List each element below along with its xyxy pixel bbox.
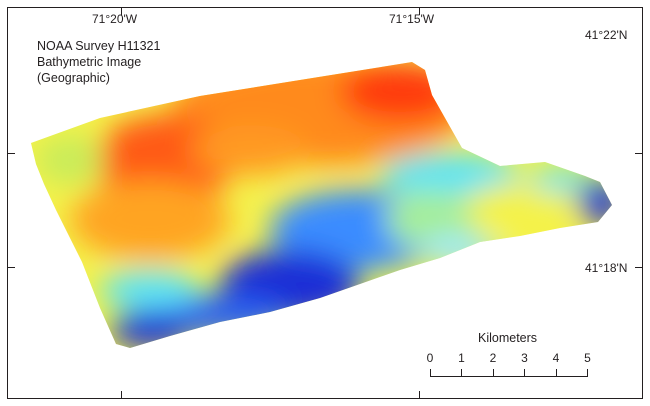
scale-bar-tick [461, 369, 462, 377]
scale-bar-tick [430, 369, 431, 377]
scale-bar-tick [587, 369, 588, 377]
bottom-tick-lon-right [419, 391, 420, 399]
lon-label-left: 71°20'W [92, 12, 138, 26]
scale-bar-tick [493, 369, 494, 377]
right-tick-lat-2 [635, 267, 643, 268]
scale-tick-label: 3 [521, 351, 528, 365]
left-tick-lat-2 [7, 267, 15, 268]
map-subtitle: Bathymetric Image [37, 55, 142, 69]
scale-tick-label: 4 [552, 351, 560, 365]
lat-label-bottom: 41°18'N [585, 261, 628, 275]
map-projection: (Geographic) [37, 71, 110, 85]
scale-bar-tick [556, 369, 557, 377]
scale-tick-label: 5 [584, 351, 591, 365]
top-tick-lon-left [121, 7, 122, 15]
right-tick-lat-1 [635, 153, 643, 154]
top-tick-lon-right [419, 7, 420, 15]
left-tick-lat-1 [7, 153, 15, 154]
map-title: NOAA Survey H11321 [37, 39, 161, 53]
scale-bar-line [430, 376, 588, 377]
scale-tick-label: 0 [426, 351, 434, 365]
scale-tick-label: 2 [489, 351, 497, 365]
lat-label-top: 41°22'N [585, 28, 628, 42]
lon-label-right: 71°15'W [389, 12, 435, 26]
scale-bar-tick [524, 369, 525, 377]
scale-tick-label: 1 [458, 351, 465, 365]
scale-bar-title: Kilometers [478, 331, 538, 345]
map-frame [7, 7, 643, 399]
bottom-tick-lon-left [121, 391, 122, 399]
